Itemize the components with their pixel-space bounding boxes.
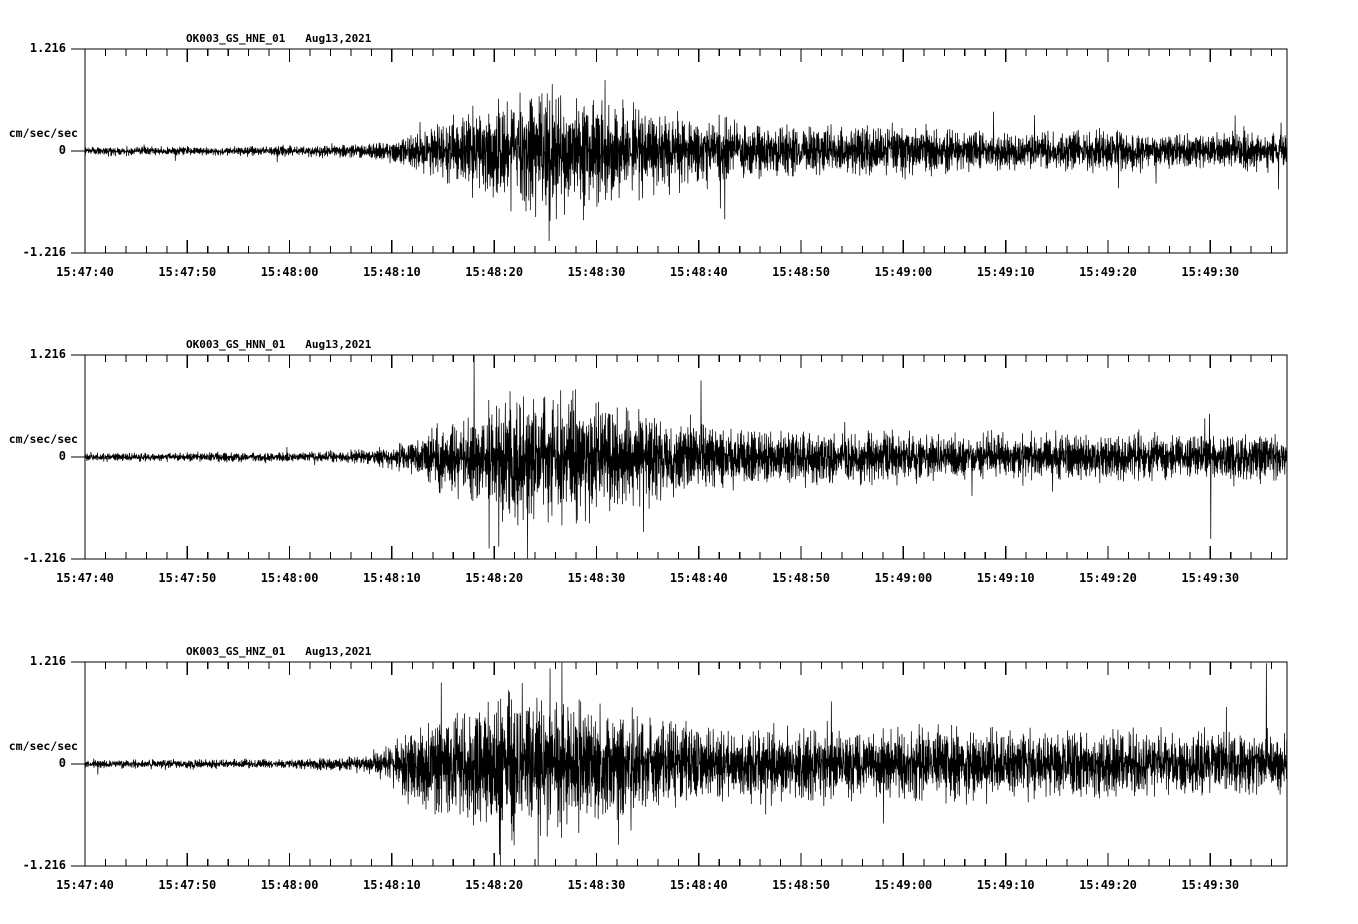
x-tick-label: 15:48:40 — [669, 878, 728, 892]
y-tick-label-max: 1.216 — [29, 654, 66, 668]
waveform-trace — [85, 355, 1287, 559]
x-tick-label: 15:49:00 — [874, 265, 933, 279]
x-tick-label: 15:48:50 — [772, 265, 830, 279]
y-tick-label-zero: 0 — [58, 143, 66, 157]
x-tick-label: 15:49:20 — [1079, 265, 1137, 279]
y-tick-label-min: -1.216 — [22, 245, 66, 259]
x-tick-label: 15:49:30 — [1181, 571, 1240, 585]
x-tick-label: 15:48:30 — [567, 571, 626, 585]
y-tick-label-zero: 0 — [58, 449, 66, 463]
panel-title: OK003_GS_HNN_01 Aug13,2021 — [186, 338, 372, 351]
x-tick-label: 15:47:40 — [56, 265, 114, 279]
y-tick-label-zero: 0 — [58, 756, 66, 770]
x-tick-label: 15:47:50 — [158, 571, 217, 585]
x-tick-label: 15:49:10 — [976, 265, 1035, 279]
x-tick-label: 15:49:00 — [874, 571, 933, 585]
plot-frame — [84, 48, 1288, 254]
x-tick-label: 15:48:40 — [669, 265, 728, 279]
y-axis-units-label: cm/sec/sec — [8, 739, 78, 753]
x-tick-label: 15:49:30 — [1181, 265, 1240, 279]
y-axis-units-label: cm/sec/sec — [8, 126, 78, 140]
waveform-trace — [85, 79, 1287, 241]
panel-title: OK003_GS_HNE_01 Aug13,2021 — [186, 32, 372, 45]
x-tick-label: 15:49:10 — [976, 878, 1035, 892]
x-tick-label: 15:48:10 — [362, 878, 421, 892]
y-tick-label-min: -1.216 — [22, 858, 66, 872]
plot-frame — [84, 354, 1288, 560]
x-tick-label: 15:48:30 — [567, 265, 626, 279]
x-tick-label: 15:48:00 — [260, 571, 319, 585]
x-tick-label: 15:49:30 — [1181, 878, 1240, 892]
x-tick-label: 15:47:40 — [56, 571, 114, 585]
x-tick-label: 15:47:50 — [158, 878, 217, 892]
x-tick-label: 15:48:20 — [465, 878, 524, 892]
waveform-trace — [85, 662, 1287, 866]
x-tick-label: 15:49:20 — [1079, 571, 1137, 585]
x-tick-label: 15:48:10 — [362, 265, 421, 279]
x-tick-label: 15:48:50 — [772, 878, 830, 892]
x-tick-label: 15:48:20 — [465, 265, 524, 279]
y-tick-label-max: 1.216 — [29, 41, 66, 55]
x-tick-label: 15:48:40 — [669, 571, 728, 585]
x-tick-label: 15:48:10 — [362, 571, 421, 585]
x-tick-label: 15:48:20 — [465, 571, 524, 585]
y-tick-label-min: -1.216 — [22, 551, 66, 565]
x-tick-label: 15:49:10 — [976, 571, 1035, 585]
y-axis-units-label: cm/sec/sec — [8, 432, 78, 446]
x-tick-label: 15:47:50 — [158, 265, 217, 279]
x-tick-label: 15:48:50 — [772, 571, 830, 585]
x-tick-label: 15:48:00 — [260, 878, 319, 892]
y-tick-label-max: 1.216 — [29, 347, 66, 361]
x-tick-label: 15:49:20 — [1079, 878, 1137, 892]
x-tick-label: 15:48:00 — [260, 265, 319, 279]
x-tick-label: 15:48:30 — [567, 878, 626, 892]
x-tick-label: 15:47:40 — [56, 878, 114, 892]
plot-frame — [84, 661, 1288, 867]
panel-title: OK003_GS_HNZ_01 Aug13,2021 — [186, 645, 372, 658]
x-tick-label: 15:49:00 — [874, 878, 933, 892]
